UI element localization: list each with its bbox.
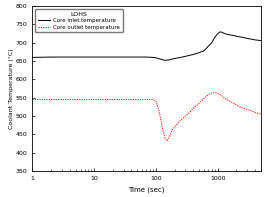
X-axis label: Time (sec): Time (sec) (129, 186, 165, 193)
Y-axis label: Coolant Temperature (°C): Coolant Temperature (°C) (10, 48, 15, 129)
Legend: Core inlet temperature, Core outlet temperature: Core inlet temperature, Core outlet temp… (35, 9, 123, 32)
